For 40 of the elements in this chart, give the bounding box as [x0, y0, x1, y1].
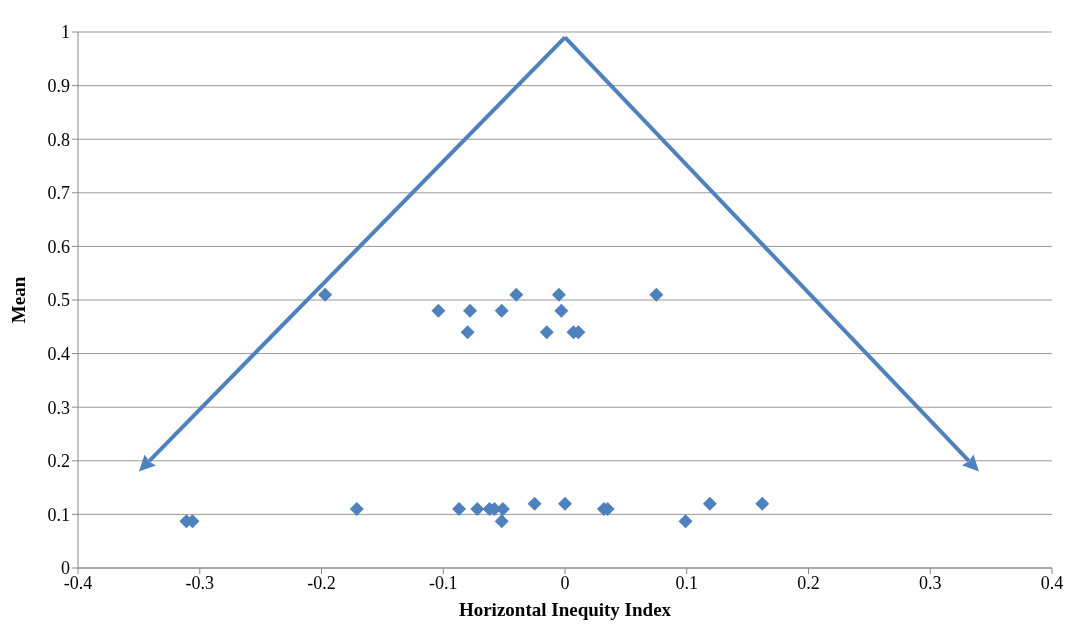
y-tick-label: 0.3 [47, 397, 70, 418]
x-tick-label: -0.1 [429, 572, 458, 593]
x-tick-label: -0.3 [185, 572, 214, 593]
y-tick-label: 0.9 [47, 75, 70, 96]
y-axis-title: Mean [7, 276, 29, 324]
point [554, 303, 569, 318]
point [452, 502, 467, 517]
point [470, 502, 485, 517]
x-tick-label: 0.4 [1040, 572, 1064, 593]
point [558, 496, 572, 511]
point [509, 287, 524, 302]
y-tick-label: 0.8 [47, 129, 70, 150]
y-tick-label: 0.2 [47, 451, 70, 472]
y-tick-label: 1 [61, 22, 70, 43]
x-tick-label: 0 [560, 572, 570, 593]
y-tick-label: 0.7 [47, 183, 70, 204]
y-tick-label: 0.5 [47, 290, 70, 311]
point [539, 325, 554, 340]
point [494, 514, 509, 529]
y-tick-label: 0.4 [47, 343, 70, 364]
y-tick-label: 0.6 [47, 236, 70, 257]
x-tick-label: 0.3 [919, 572, 942, 593]
x-tick-label: 0.1 [675, 572, 698, 593]
x-axis-title: Horizontal Inequity Index [458, 599, 672, 620]
point [649, 287, 664, 302]
point [318, 287, 333, 302]
x-tick-label: 0.2 [797, 572, 820, 593]
point [460, 325, 475, 340]
point [551, 287, 566, 302]
point [494, 303, 509, 318]
point [755, 496, 770, 511]
point [463, 303, 478, 318]
y-tick-label: 0.1 [47, 504, 70, 525]
point [349, 502, 364, 517]
point [431, 303, 446, 318]
point [702, 496, 717, 511]
y-tick-label: 0 [61, 558, 70, 579]
x-tick-label: -0.2 [307, 572, 336, 593]
point [678, 514, 693, 529]
point [527, 496, 542, 511]
